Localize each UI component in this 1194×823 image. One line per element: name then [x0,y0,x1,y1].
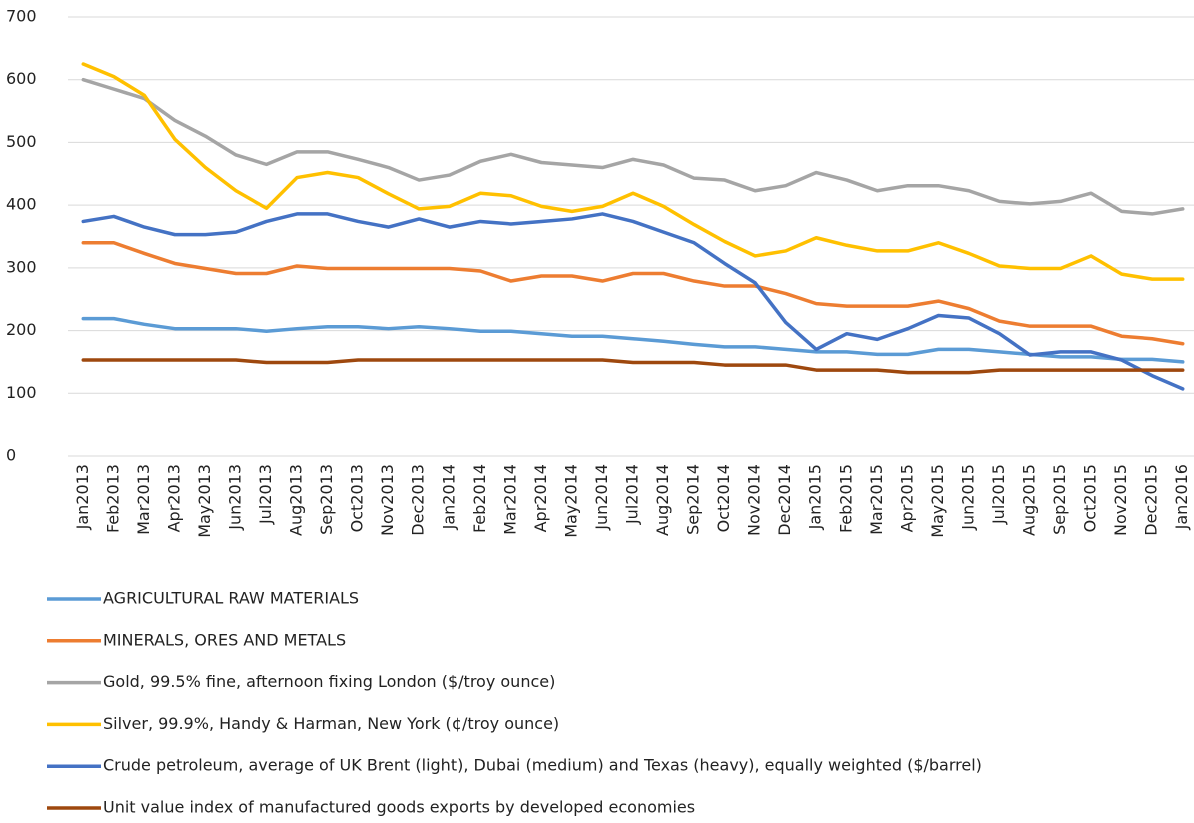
series-line [81,358,1185,375]
x-tick-label: Sep2013 [317,464,336,535]
x-tick-label: Oct2014 [714,464,733,532]
x-tick-label: Jul2015 [989,464,1008,525]
x-tick-label: Nov2013 [378,464,397,536]
series-line [81,77,1185,216]
x-tick-label: Aug2015 [1020,464,1039,536]
x-tick-label: Sep2014 [684,464,703,535]
y-tick-label: 700 [6,7,37,26]
x-tick-label: Jul2014 [623,464,642,525]
x-tick-label: Aug2013 [287,464,306,536]
x-tick-label: Mar2015 [867,464,886,535]
legend-label: Gold, 99.5% fine, afternoon fixing Londo… [103,672,555,691]
x-tick-label: May2015 [928,464,947,538]
legend-label: AGRICULTURAL RAW MATERIALS [103,589,359,608]
y-tick-label: 500 [6,132,37,151]
x-tick-label: Jul2013 [256,464,275,525]
x-tick-label: Apr2013 [164,464,183,532]
y-tick-label: 600 [6,69,37,88]
x-tick-label: Feb2015 [836,464,855,533]
x-tick-label: May2013 [195,464,214,538]
y-tick-label: 400 [6,195,37,214]
series-line [81,212,1185,391]
x-tick-label: Dec2015 [1142,464,1161,536]
x-tick-label: Sep2015 [1050,464,1069,535]
x-tick-label: Apr2015 [897,464,916,532]
x-tick-label: Mar2013 [134,464,153,535]
y-tick-label: 100 [6,383,37,402]
x-tick-label: Aug2014 [653,464,672,536]
x-tick-label: Dec2013 [409,464,428,536]
y-tick-label: 200 [6,320,37,339]
series-line [81,241,1185,346]
x-tick-label: May2014 [561,464,580,538]
x-tick-label: Jan2014 [439,464,458,530]
x-tick-label: Nov2014 [745,464,764,536]
x-tick-label: Mar2014 [500,464,519,535]
x-tick-label: Jan2015 [806,464,825,530]
series-line [81,62,1185,281]
x-tick-label: Jan2013 [73,464,92,530]
legend-label: Unit value index of manufactured goods e… [103,798,695,817]
series-line [81,316,1185,364]
x-tick-label: Feb2013 [103,464,122,533]
x-tick-label: Jan2016 [1172,464,1191,530]
x-tick-label: Jun2015 [958,464,977,531]
legend-label: Crude petroleum, average of UK Brent (li… [103,756,982,775]
x-tick-label: Feb2014 [470,464,489,533]
x-tick-label: Oct2015 [1081,464,1100,532]
x-tick-label: Oct2013 [348,464,367,532]
y-tick-label: 0 [6,446,16,465]
x-tick-label: Nov2015 [1111,464,1130,536]
x-tick-label: Jun2013 [225,464,244,531]
y-tick-label: 300 [6,257,37,276]
legend-label: Silver, 99.9%, Handy & Harman, New York … [103,714,559,733]
x-tick-label: Apr2014 [531,464,550,532]
x-tick-label: Jun2014 [592,464,611,531]
x-tick-label: Dec2014 [775,464,794,536]
legend-label: MINERALS, ORES AND METALS [103,630,346,649]
